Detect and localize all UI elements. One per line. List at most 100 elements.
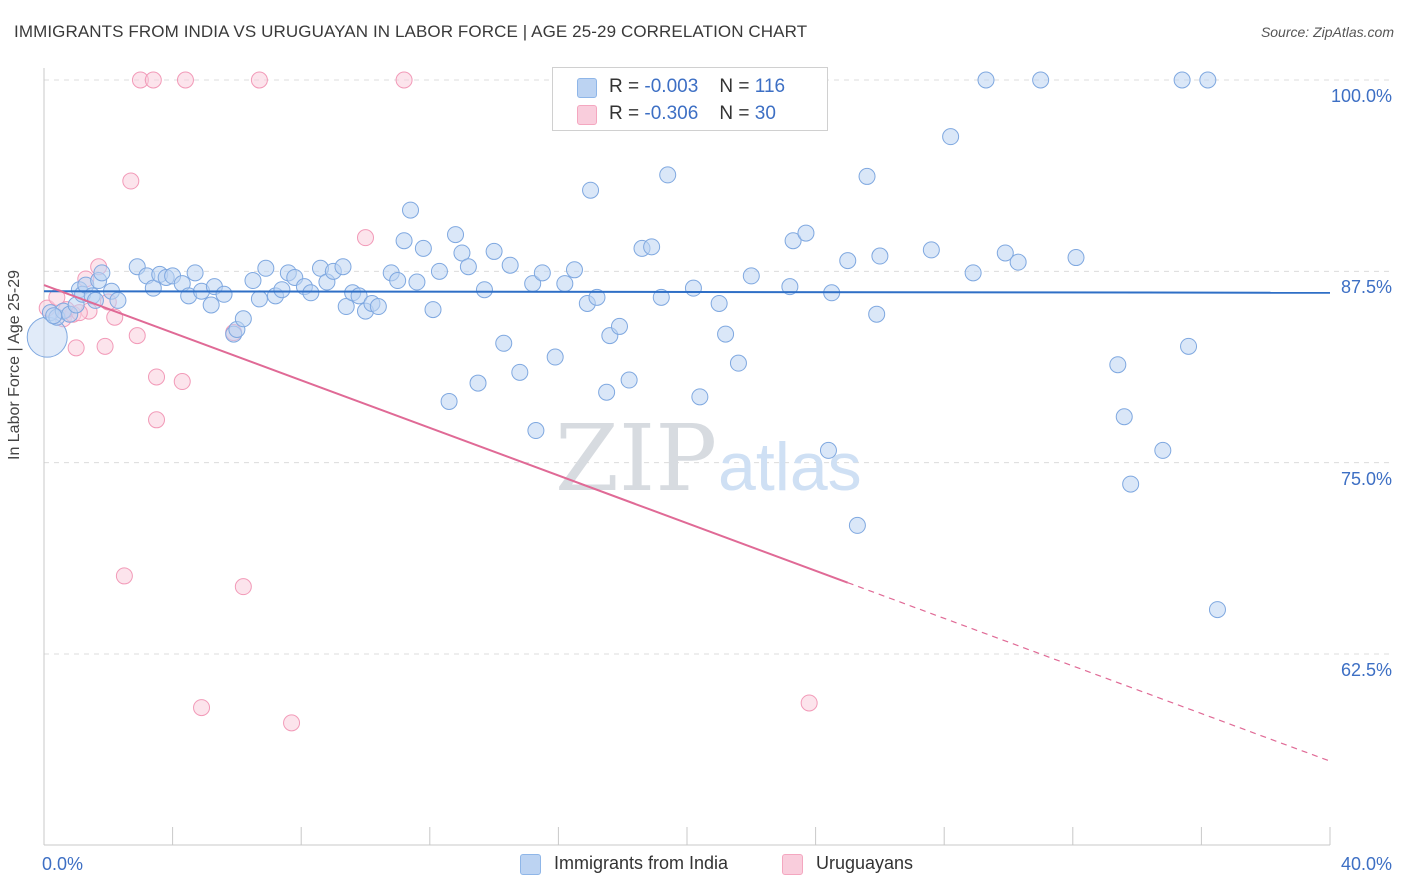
india-point-62 [469,374,487,392]
uruguay-point-20 [193,699,211,717]
uruguay-n-value: 30 [754,103,776,124]
uruguay-point-23 [250,71,268,89]
india-point-104 [964,264,982,282]
india-point-71 [546,348,564,366]
x-label-max: 40.0% [1340,854,1392,874]
india-point-114 [1180,337,1198,355]
india-point-14 [109,291,127,309]
india-point-59 [447,226,465,244]
india-point-76 [588,288,606,306]
india-n-label: N = [719,76,750,97]
india-point-111 [1122,475,1140,493]
india-point-113 [1173,71,1191,89]
india-n-value: 116 [754,76,786,97]
india-point-65 [495,334,513,352]
india-point-109 [1109,356,1127,374]
india-point-69 [527,422,545,440]
india-point-53 [402,201,420,219]
india-point-85 [684,279,702,297]
india-point-83 [652,288,670,306]
uruguay-trend-line [43,284,849,584]
uruguay-point-4 [67,339,85,357]
watermark: ZIP atlas [555,405,862,512]
uruguay-point-26 [395,71,413,89]
india-point-100 [871,247,889,265]
chart-title: IMMIGRANTS FROM INDIA VS URUGUAYAN IN LA… [14,22,808,41]
india-point-54 [408,273,426,291]
india-point-79 [610,317,628,335]
india-point-98 [858,167,876,185]
uruguay-trend-extension [847,582,1331,762]
y-tick-label-1: 75.0% [1340,468,1392,489]
trend-lines [43,284,1331,762]
uruguay-point-13 [128,327,146,345]
uruguay-point-22 [234,578,252,596]
india-point-52 [395,232,413,250]
india-point-39 [302,284,320,302]
india-point-73 [565,261,583,279]
india-point-64 [485,242,503,260]
india-point-105 [996,244,1014,262]
india-point-80 [620,371,638,389]
uruguay-point-17 [148,411,166,429]
india-point-12 [93,264,111,282]
india-point-103 [977,71,995,89]
india-swatch-icon [577,78,597,98]
india-point-66 [501,256,519,274]
uruguay-legend-label: Uruguayans [816,853,914,873]
india-point-91 [781,278,799,296]
india-point-60 [453,244,471,262]
uruguay-point-18 [176,71,194,89]
india-point-116 [1208,601,1226,619]
india-point-99 [868,305,886,323]
india-point-44 [337,298,355,316]
india-point-61 [459,258,477,276]
india-point-30 [234,310,252,328]
watermark-atlas: atlas [718,429,862,505]
india-point-86 [691,388,709,406]
uruguay-point-8 [96,337,114,355]
axes [43,68,1331,846]
india-point-110 [1115,408,1133,426]
uruguay-point-16 [148,368,166,386]
india-point-115 [1199,71,1217,89]
india-point-56 [424,301,442,319]
india-point-49 [369,298,387,316]
x-label-min: 0.0% [42,854,84,874]
india-point-84 [659,166,677,184]
india-point-92 [784,232,802,250]
grid [44,79,1392,655]
india-point-112 [1154,441,1172,459]
india-point-43 [334,258,352,276]
india-r-value: -0.003 [644,76,699,97]
uruguay-point-27 [800,694,818,712]
watermark-zip: ZIP [555,405,717,512]
uruguay-legend-icon [782,854,803,875]
india-point-75 [582,181,600,199]
india-point-89 [729,354,747,372]
india-point-27 [215,285,233,303]
india-point-108 [1067,249,1085,267]
uruguay-r-label: R = [609,103,640,124]
india-point-102 [942,128,960,146]
uruguay-r-value: -0.306 [644,103,699,124]
india-point-58 [440,392,458,410]
india-point-35 [273,281,291,299]
india-point-106 [1009,253,1027,271]
india-point-67 [511,363,529,381]
uruguay-n-label: N = [719,103,750,124]
uruguay-point-25 [357,229,374,247]
uruguay-point-11 [115,567,133,585]
india-point-107 [1032,71,1050,89]
india-point-55 [414,239,432,257]
india-point-70 [533,264,551,282]
y-tick-label-3: 100.0% [1330,86,1392,106]
india-point-32 [250,290,268,308]
india-point-93 [797,224,815,242]
india-point-31 [244,272,262,290]
india-point-57 [430,262,448,280]
y-tick-label-2: 87.5% [1340,277,1392,298]
uruguay-swatch-icon [577,105,597,125]
india-point-63 [475,281,493,299]
